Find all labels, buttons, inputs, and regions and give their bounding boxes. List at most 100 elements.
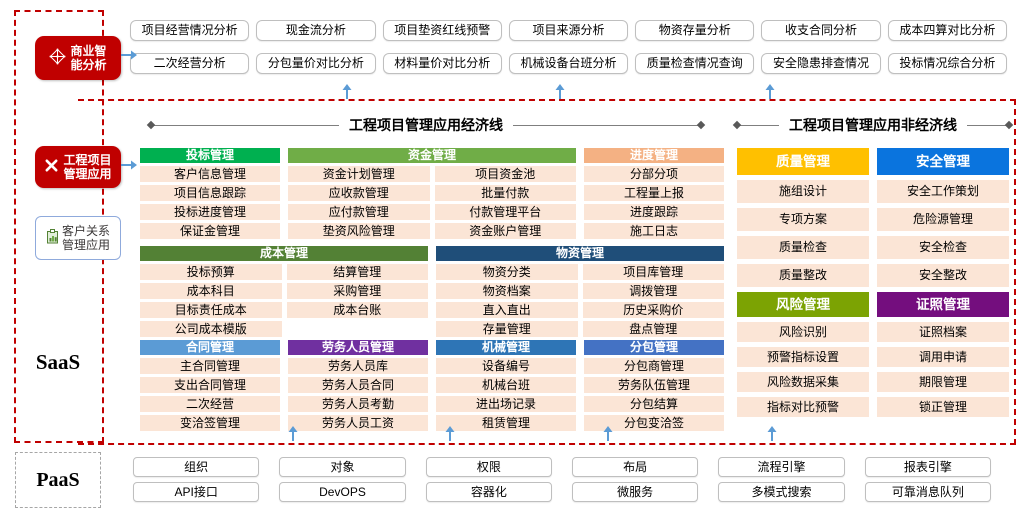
bi-analysis-badge: 商业智 能分析 xyxy=(35,36,121,80)
module-item: 保证金管理 xyxy=(140,223,280,239)
module-item: 专项方案 xyxy=(737,208,869,231)
module-items: 客户信息管理 项目信息跟踪 投标进度管理 保证金管理 xyxy=(140,166,280,239)
module-items: 主合同管理 支出合同管理 二次经营 变洽签管理 xyxy=(140,358,280,431)
module-items: 施组设计 专项方案 质量检查 质量整改 xyxy=(737,180,869,287)
bi-analysis-item: 安全隐患排查情况 xyxy=(761,53,881,74)
module-items: 投标预算 成本科目 目标责任成本 公司成本模版 结算管理 采购管理 成本台账 xyxy=(140,264,428,337)
project-badge-label: 工程项目 管理应用 xyxy=(63,153,112,181)
bi-analysis-item: 成本四算对比分析 xyxy=(887,20,1007,41)
paas-item: API接口 xyxy=(133,482,260,502)
module-items: 物资分类 物资档案 直入直出 存量管理 项目库管理 调拨管理 历史采购价 盘点管理 xyxy=(436,264,724,337)
module-subcontract: 分包管理 分包商管理 劳务队伍管理 分包结算 分包变洽签 xyxy=(584,340,724,431)
up-arrow-icon xyxy=(603,426,613,441)
bi-analysis-item: 项目垫资红线预警 xyxy=(382,20,502,41)
module-item: 安全检查 xyxy=(877,236,1009,259)
module-item: 成本科目 xyxy=(140,283,282,299)
up-arrow-icon xyxy=(555,84,565,99)
module-machinery: 机械管理 设备编号 机械台班 进出场记录 租赁管理 xyxy=(436,340,576,431)
module-items: 分部分项 工程量上报 进度跟踪 施工日志 xyxy=(584,166,724,239)
bi-analysis-item: 机械设备台班分析 xyxy=(508,53,629,74)
non-economic-line-title-text: 工程项目管理应用非经济线 xyxy=(789,117,957,133)
module-item: 公司成本模版 xyxy=(140,321,282,337)
module-header: 证照管理 xyxy=(877,292,1009,317)
bi-analysis-grid: 项目经营情况分析 现金流分析 项目垫资红线预警 项目来源分析 物资存量分析 收支合同分析成… xyxy=(130,20,1007,74)
module-item: 进出场记录 xyxy=(436,396,576,412)
module-item: 风险识别 xyxy=(737,322,869,342)
module-item: 历史采购价 xyxy=(582,302,724,318)
economic-line-title: 工程项目管理应用经济线 xyxy=(146,117,706,133)
module-item: 机械台班 xyxy=(436,377,576,393)
paas-item: 微服务 xyxy=(572,482,699,502)
bi-analysis-item: 材料量价对比分析 xyxy=(382,53,502,74)
module-materials: 物资管理 物资分类 物资档案 直入直出 存量管理 项目库管理 调拨管理 历史采购价 盘点管理 xyxy=(436,246,724,337)
module-item: 工程量上报 xyxy=(584,185,724,201)
module-funds: 资金管理 资金计划管理 应收款管理 应付款管理 垫资风险管理 项目资金池 批量付款 付款管理… xyxy=(288,148,576,239)
module-item: 调用申请 xyxy=(877,347,1009,367)
module-item: 二次经营 xyxy=(140,396,280,412)
module-item: 分包变洽签 xyxy=(584,415,724,431)
module-header: 物资管理 xyxy=(436,246,724,261)
module-items: 资金计划管理 应收款管理 应付款管理 垫资风险管理 项目资金池 批量付款 付款管理平台 资金账… xyxy=(288,166,576,239)
bi-analysis-item: 项目经营情况分析 xyxy=(130,20,250,41)
module-item: 租赁管理 xyxy=(436,415,576,431)
project-management-badge: 工程项目 管理应用 xyxy=(35,146,121,188)
module-item: 调拨管理 xyxy=(582,283,724,299)
crossed-tools-icon xyxy=(44,158,59,176)
module-item: 成本台账 xyxy=(286,302,428,318)
diamond-cap-icon xyxy=(146,120,156,130)
paas-item: 多模式搜索 xyxy=(718,482,845,502)
bi-analysis-item: 分包量价对比分析 xyxy=(256,53,376,74)
module-item: 变洽签管理 xyxy=(140,415,280,431)
module-header: 合同管理 xyxy=(140,340,280,355)
clipboard-icon xyxy=(46,229,59,247)
network-diamond-icon xyxy=(49,48,66,68)
module-items: 风险识别 预警指标设置 风险数据采集 指标对比预警 xyxy=(737,322,869,417)
module-item: 资金计划管理 xyxy=(288,166,430,182)
crm-application-box: 客户关系 管理应用 xyxy=(35,216,121,260)
module-item: 资金账户管理 xyxy=(434,223,576,239)
non-economic-line-title: 工程项目管理应用非经济线 xyxy=(732,117,1014,133)
module-item: 项目资金池 xyxy=(434,166,576,182)
diamond-cap-icon xyxy=(696,120,706,130)
module-bidding: 投标管理 客户信息管理 项目信息跟踪 投标进度管理 保证金管理 xyxy=(140,148,280,239)
module-item: 盘点管理 xyxy=(582,321,724,337)
module-item: 锁正管理 xyxy=(877,397,1009,417)
bi-analysis-item: 收支合同分析 xyxy=(761,20,881,41)
module-items: 分包商管理 劳务队伍管理 分包结算 分包变洽签 xyxy=(584,358,724,431)
paas-row-1: 组织 对象 权限 布局 流程引擎 报表引擎 xyxy=(133,457,991,477)
module-item: 分部分项 xyxy=(584,166,724,182)
module-header: 安全管理 xyxy=(877,148,1009,175)
module-cost: 成本管理 投标预算 成本科目 目标责任成本 公司成本模版 结算管理 采购管理 成本台账 xyxy=(140,246,428,337)
paas-item: 权限 xyxy=(425,457,552,477)
diamond-cap-icon xyxy=(732,120,742,130)
saas-dashed-frame xyxy=(78,99,1016,445)
module-item: 预警指标设置 xyxy=(737,347,869,367)
module-item: 施组设计 xyxy=(737,180,869,203)
paas-item: 容器化 xyxy=(425,482,552,502)
module-header: 分包管理 xyxy=(584,340,724,355)
bi-row-1: 项目经营情况分析 现金流分析 项目垫资红线预警 项目来源分析 物资存量分析 收支合同分析成… xyxy=(130,20,1007,41)
up-arrow-icon xyxy=(767,426,777,441)
module-progress: 进度管理 分部分项 工程量上报 进度跟踪 施工日志 xyxy=(584,148,724,239)
module-item: 风险数据采集 xyxy=(737,372,869,392)
module-item: 支出合同管理 xyxy=(140,377,280,393)
module-header: 机械管理 xyxy=(436,340,576,355)
module-items: 证照档案 调用申请 期限管理 锁正管理 xyxy=(877,322,1009,417)
paas-item: DevOPS xyxy=(279,482,406,502)
paas-item: 可靠消息队列 xyxy=(864,482,991,502)
module-header: 资金管理 xyxy=(288,148,576,163)
up-arrow-icon xyxy=(288,426,298,441)
module-item: 采购管理 xyxy=(286,283,428,299)
module-header: 质量管理 xyxy=(737,148,869,175)
module-item: 劳务人员合同 xyxy=(288,377,428,393)
module-contracts: 合同管理 主合同管理 支出合同管理 二次经营 变洽签管理 xyxy=(140,340,280,431)
paas-label-box: PaaS xyxy=(15,452,101,508)
right-arrow-icon xyxy=(121,50,137,60)
up-arrow-icon xyxy=(342,84,352,99)
module-item: 投标预算 xyxy=(140,264,282,280)
module-safety: 安全管理 安全工作策划 危险源管理 安全检查 安全整改 xyxy=(877,148,1009,287)
module-header: 进度管理 xyxy=(584,148,724,163)
module-item: 物资档案 xyxy=(436,283,578,299)
module-item: 项目库管理 xyxy=(582,264,724,280)
module-item: 劳务人员考勤 xyxy=(288,396,428,412)
